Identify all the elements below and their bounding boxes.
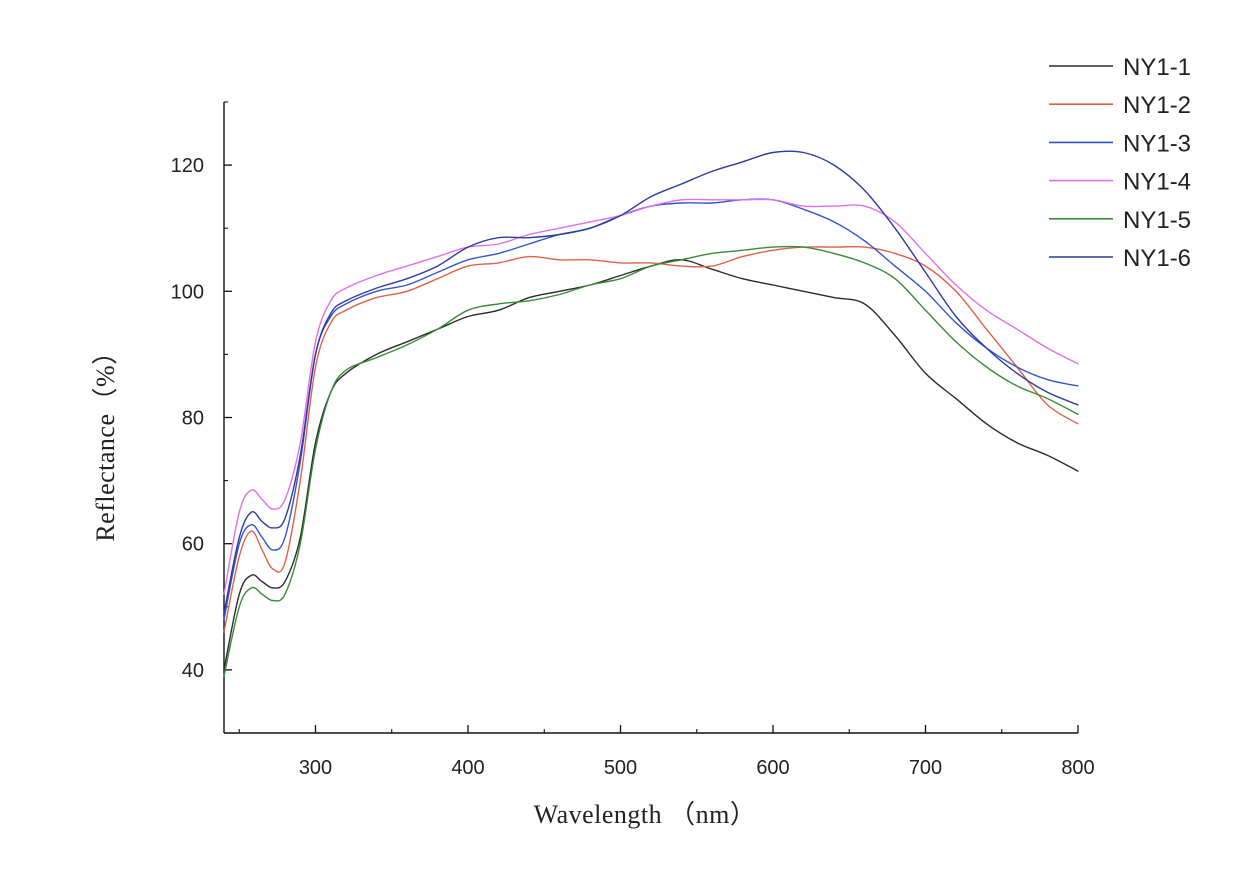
series-line-ny1-1 [223, 259, 1079, 671]
legend-item-ny1-3: NY1-3 [1049, 130, 1191, 157]
series-line-ny1-4 [223, 198, 1079, 595]
x-tick-label-800: 800 [1061, 757, 1094, 779]
axis-ticks: 300 400 500 600 700 800 40 60 80 100 120 [171, 101, 1095, 779]
y-tick-label-40: 40 [182, 660, 204, 682]
x-tick-label-600: 600 [756, 757, 789, 779]
data-series [223, 150, 1079, 677]
legend-item-ny1-2: NY1-2 [1049, 92, 1191, 119]
legend-label: NY1-4 [1123, 169, 1191, 196]
y-axis-title: Reflectance（%） [91, 338, 120, 541]
legend-label: NY1-2 [1123, 92, 1191, 119]
x-tick-label-500: 500 [604, 757, 637, 779]
series-line-ny1-5 [223, 245, 1079, 677]
series-line-ny1-2 [223, 245, 1079, 633]
y-tick-label-120: 120 [171, 155, 204, 177]
legend-label: NY1-5 [1123, 207, 1191, 234]
legend: NY1-1 NY1-2 NY1-3 NY1-4 NY1-5 NY1-6 [1049, 54, 1191, 272]
x-axis-title: Wavelength （nm） [534, 800, 757, 829]
legend-label: NY1-6 [1123, 245, 1191, 272]
series-line-ny1-3 [223, 198, 1079, 621]
y-tick-label-60: 60 [182, 534, 204, 556]
y-tick-label-80: 80 [182, 408, 204, 430]
series-line-ny1-6 [223, 150, 1079, 614]
x-tick-label-400: 400 [451, 757, 484, 779]
legend-item-ny1-4: NY1-4 [1049, 169, 1191, 196]
x-tick-label-300: 300 [299, 757, 332, 779]
legend-label: NY1-3 [1123, 130, 1191, 157]
y-tick-label-100: 100 [171, 281, 204, 303]
legend-item-ny1-5: NY1-5 [1049, 207, 1191, 234]
legend-label: NY1-1 [1123, 54, 1191, 81]
x-tick-label-700: 700 [909, 757, 942, 779]
legend-item-ny1-1: NY1-1 [1049, 54, 1191, 81]
legend-item-ny1-6: NY1-6 [1049, 245, 1191, 272]
